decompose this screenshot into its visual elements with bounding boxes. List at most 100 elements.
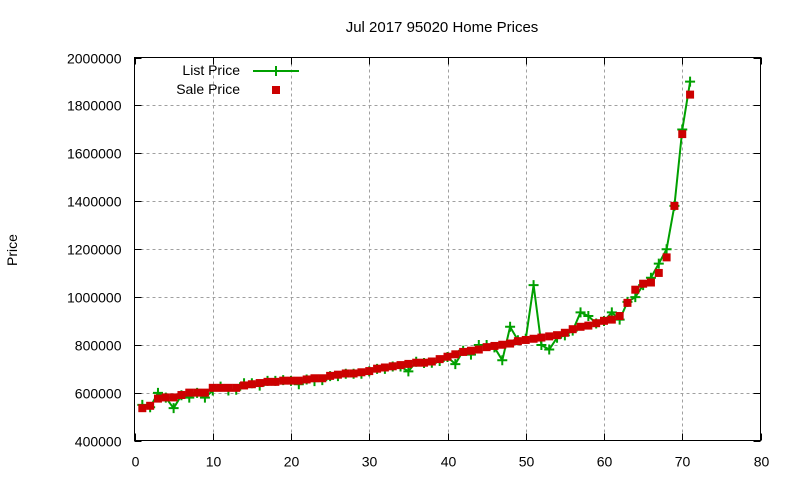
sale-price-marker [506,339,515,348]
sale-price-marker [161,393,170,402]
x-tick-label: 0 [132,454,140,470]
sale-price-marker [412,358,421,367]
sale-price-marker [670,201,679,210]
list-price-marker [630,292,641,303]
sale-price-marker [474,345,483,354]
sale-price-marker [333,370,342,379]
sale-price-marker [169,393,178,402]
sale-price-marker [185,388,194,397]
sale-price-marker [420,358,429,367]
sale-price-marker [146,401,155,410]
series-sale-price [138,90,695,413]
chart-title: Jul 2017 95020 Home Prices [346,19,539,36]
y-axis-label: Price [4,234,20,266]
list-price-marker [583,311,594,322]
list-price-marker [528,280,539,291]
sale-price-marker [654,268,663,277]
legend-label-list-price: List Price [182,62,240,78]
sale-price-marker [686,90,695,99]
sale-price-marker [153,394,162,403]
y-tick-label: 1600000 [67,146,122,162]
sale-price-marker [678,130,687,139]
sale-price-marker [451,350,460,359]
sale-price-marker [357,368,366,377]
sale-price-marker [537,333,546,342]
sale-price-marker [631,285,640,294]
sale-price-marker [310,374,319,383]
sale-price-marker [224,383,233,392]
x-tick-label: 40 [441,454,457,470]
sale-price-marker [326,371,335,380]
sale-price-marker [341,369,350,378]
sale-price-marker [623,298,632,307]
sale-price-marker [490,341,499,350]
sale-price-marker [271,377,280,386]
sale-price-marker [177,391,186,400]
sale-price-marker [521,335,530,344]
y-axis-ticks: 400000 600000 800000 1000000 1200000 1400000 1… [67,51,761,450]
sale-price-marker [584,321,593,330]
list-price-marker [685,76,696,87]
sale-price-marker [498,340,507,349]
sale-price-marker [427,357,436,366]
sale-price-marker [380,363,389,372]
sale-price-marker [294,376,303,385]
sale-price-marker [200,388,209,397]
sale-price-marker [365,367,374,376]
list-price-marker [653,258,664,269]
sale-price-marker [615,312,624,321]
sale-price-marker [560,328,569,337]
sale-price-marker [600,316,608,325]
sale-price-marker [443,352,452,361]
sale-price-marker [216,383,225,392]
sale-price-marker [287,376,295,385]
sale-price-marker [466,346,475,355]
sale-price-marker [529,334,538,343]
y-tick-label: 400000 [75,434,122,450]
list-price-marker [403,366,414,377]
x-tick-label: 70 [675,454,691,470]
sale-price-marker [302,375,311,384]
sale-price-marker [662,253,671,262]
list-price-marker [497,355,508,366]
y-tick-label: 1800000 [67,98,122,114]
y-tick-label: 600000 [75,386,122,402]
sale-price-marker [513,337,522,346]
sale-price-marker [639,279,648,288]
sale-price-marker [240,381,249,390]
legend-square-icon [272,86,280,94]
y-tick-label: 1200000 [67,242,122,258]
sale-price-marker [208,383,217,392]
sale-price-marker [459,347,468,356]
list-price-marker [450,359,461,370]
sale-price-marker [263,377,272,386]
sale-price-marker [373,364,382,373]
list-price-marker [544,344,555,355]
sale-price-marker [138,404,147,413]
x-tick-label: 80 [754,454,770,470]
x-tick-label: 50 [519,454,535,470]
y-tick-label: 1400000 [67,194,122,210]
sale-price-marker [318,374,327,383]
sale-price-marker [553,331,562,340]
x-tick-label: 20 [284,454,300,470]
sale-price-marker [482,343,491,352]
legend-plus-icon [271,66,281,76]
sale-price-marker [576,322,585,331]
sale-price-marker [193,388,202,397]
sale-price-marker [646,278,655,287]
x-axis-ticks: 0 10 20 30 40 50 60 70 80 [132,57,770,470]
list-price-marker [661,244,672,255]
sale-price-marker [435,355,444,364]
sale-price-marker [349,369,358,378]
sale-price-marker [279,376,288,385]
sale-price-marker [232,383,241,392]
x-tick-label: 10 [206,454,222,470]
sale-price-marker [255,379,264,388]
legend: List Price Sale Price [176,62,299,97]
sale-price-marker [388,362,397,371]
y-tick-label: 2000000 [67,51,122,67]
list-price-marker [575,307,586,318]
sale-price-marker [396,361,405,370]
